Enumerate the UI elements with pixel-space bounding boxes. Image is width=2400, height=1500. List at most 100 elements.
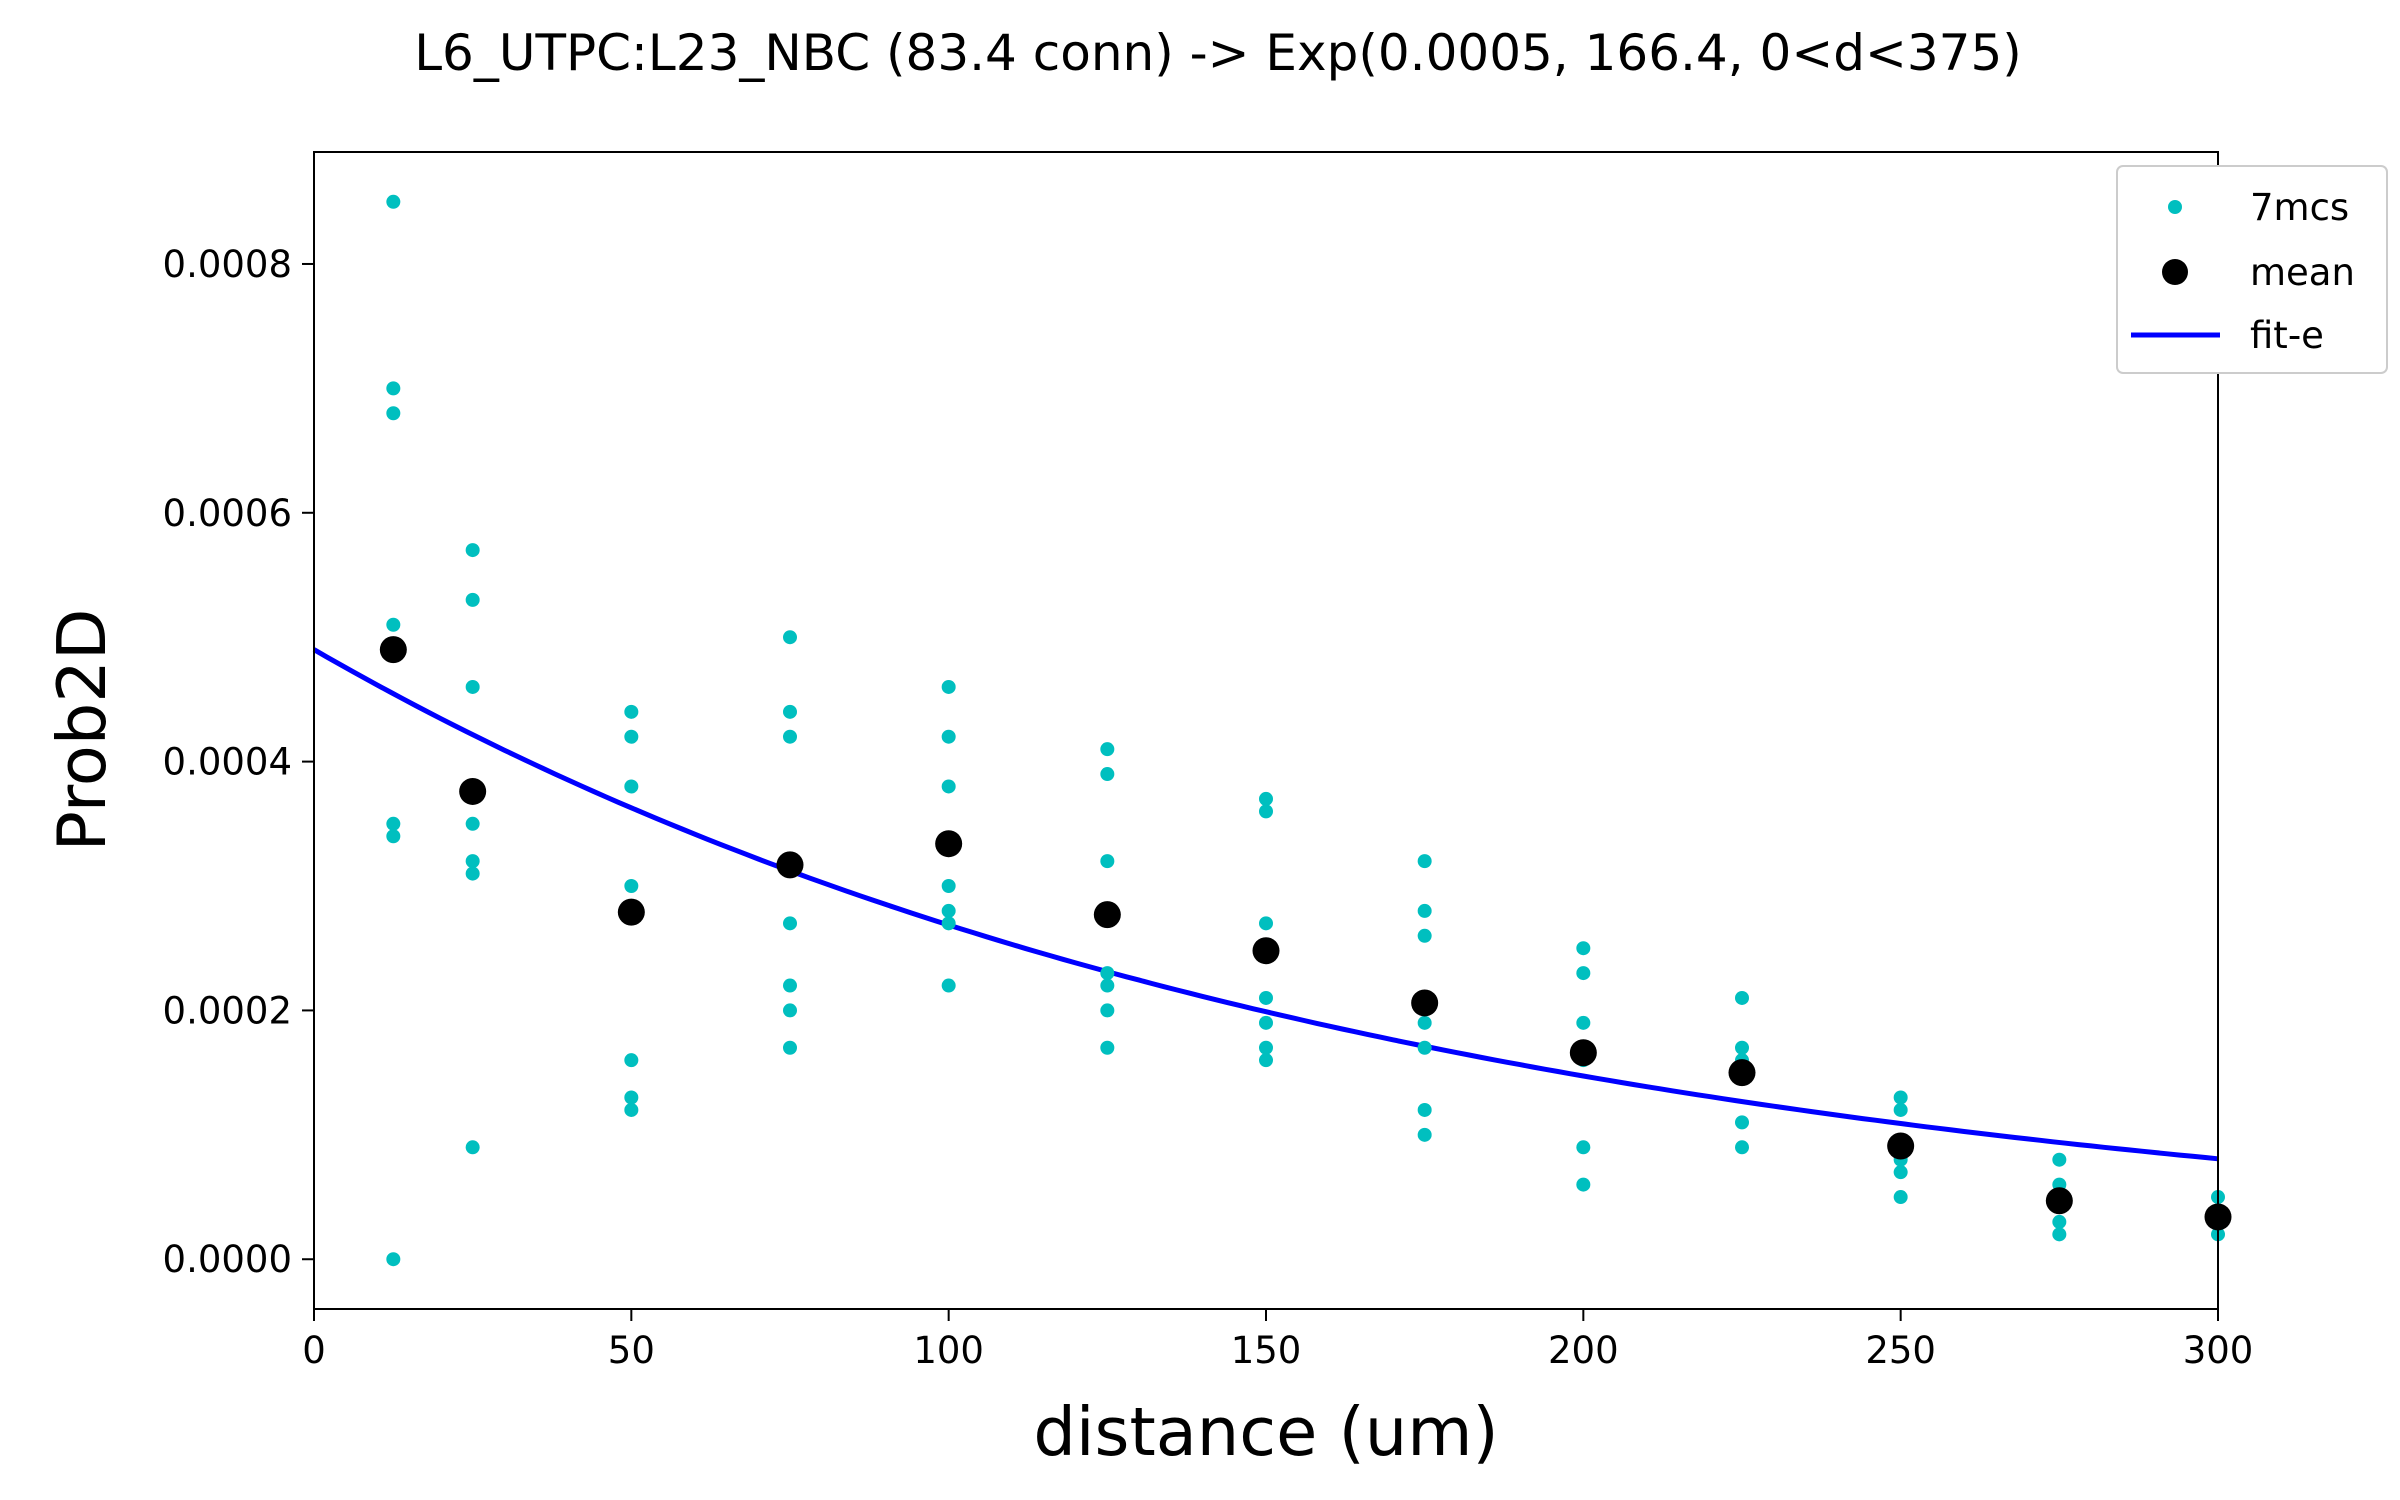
point-mean bbox=[379, 636, 407, 664]
point-7mcs bbox=[1735, 1040, 1749, 1055]
point-7mcs bbox=[465, 854, 480, 869]
y-tick-label: 0.0004 bbox=[163, 741, 292, 784]
x-tick-label: 0 bbox=[302, 1329, 326, 1372]
x-tick-label: 250 bbox=[1865, 1329, 1936, 1372]
point-mean bbox=[617, 898, 645, 926]
point-7mcs bbox=[1417, 1015, 1432, 1030]
point-7mcs bbox=[465, 592, 480, 607]
point-mean bbox=[1569, 1039, 1597, 1067]
point-7mcs bbox=[941, 916, 956, 931]
point-7mcs bbox=[1735, 990, 1749, 1005]
point-7mcs bbox=[1100, 1003, 1115, 1018]
point-7mcs bbox=[1259, 1040, 1273, 1055]
point-7mcs bbox=[1100, 966, 1115, 981]
point-7mcs bbox=[1417, 1127, 1432, 1142]
point-mean bbox=[1252, 937, 1280, 965]
point-7mcs bbox=[2052, 1214, 2067, 1229]
point-7mcs bbox=[386, 194, 401, 209]
point-mean bbox=[2045, 1187, 2073, 1215]
y-tick-label: 0.0006 bbox=[163, 492, 292, 535]
point-7mcs bbox=[1259, 916, 1273, 931]
point-7mcs bbox=[783, 729, 797, 744]
point-mean bbox=[1093, 901, 1121, 929]
point-7mcs bbox=[1100, 1040, 1115, 1055]
point-7mcs bbox=[1576, 1015, 1591, 1030]
point-7mcs bbox=[1893, 1190, 1908, 1205]
plot-area bbox=[314, 152, 2218, 1309]
point-7mcs bbox=[1417, 1102, 1432, 1117]
point-7mcs bbox=[624, 729, 639, 744]
legend-marker-7mcs bbox=[2168, 200, 2182, 214]
x-tick-label: 50 bbox=[608, 1329, 655, 1372]
point-7mcs bbox=[624, 704, 639, 719]
y-tick-label: 0.0008 bbox=[163, 243, 292, 286]
point-mean bbox=[1887, 1132, 1915, 1160]
point-7mcs bbox=[1417, 928, 1432, 943]
point-7mcs bbox=[1100, 767, 1115, 782]
point-7mcs bbox=[941, 879, 956, 894]
x-axis: 0 50 100 150 200 250 300 bbox=[302, 1309, 2253, 1372]
point-7mcs bbox=[386, 406, 401, 421]
point-7mcs bbox=[1259, 1015, 1273, 1030]
point-7mcs bbox=[2052, 1227, 2067, 1242]
point-7mcs bbox=[386, 829, 401, 844]
x-tick-label: 200 bbox=[1548, 1329, 1619, 1372]
point-7mcs bbox=[1735, 1140, 1749, 1155]
point-7mcs bbox=[386, 381, 401, 396]
point-7mcs bbox=[941, 779, 956, 794]
point-7mcs bbox=[1417, 1040, 1432, 1055]
x-tick-label: 300 bbox=[2183, 1329, 2254, 1372]
point-7mcs bbox=[465, 543, 480, 558]
point-mean bbox=[935, 830, 963, 858]
point-7mcs bbox=[1893, 1090, 1908, 1105]
point-7mcs bbox=[783, 1003, 797, 1018]
point-7mcs bbox=[465, 816, 480, 831]
x-tick-label: 150 bbox=[1231, 1329, 1302, 1372]
point-7mcs bbox=[1576, 1177, 1591, 1192]
point-mean bbox=[1728, 1059, 1756, 1087]
point-7mcs bbox=[386, 1252, 401, 1267]
point-7mcs bbox=[941, 679, 956, 694]
point-7mcs bbox=[1576, 966, 1591, 981]
legend-label-mean: mean bbox=[2250, 251, 2355, 294]
point-7mcs bbox=[624, 779, 639, 794]
point-mean bbox=[1411, 989, 1439, 1017]
point-7mcs bbox=[783, 704, 797, 719]
point-7mcs bbox=[783, 978, 797, 993]
point-7mcs bbox=[1576, 1140, 1591, 1155]
point-7mcs bbox=[386, 816, 401, 831]
point-7mcs bbox=[1259, 804, 1273, 819]
point-7mcs bbox=[1893, 1165, 1908, 1180]
legend-label-fit-e: fit-e bbox=[2250, 314, 2324, 357]
point-7mcs bbox=[2052, 1152, 2067, 1167]
legend: 7mcs mean fit-e bbox=[2116, 165, 2388, 374]
point-7mcs bbox=[1259, 791, 1273, 806]
mean-layer bbox=[379, 636, 2232, 1231]
point-7mcs bbox=[1417, 903, 1432, 918]
y-tick-label: 0.0000 bbox=[163, 1238, 292, 1281]
point-7mcs bbox=[1259, 990, 1273, 1005]
fit-layer bbox=[312, 647, 2219, 1162]
point-7mcs bbox=[624, 1053, 639, 1068]
point-mean bbox=[459, 777, 487, 805]
point-7mcs bbox=[624, 1102, 639, 1117]
point-7mcs bbox=[1576, 941, 1591, 956]
point-7mcs bbox=[1100, 742, 1115, 757]
legend-marker-mean bbox=[2162, 259, 2188, 285]
point-7mcs bbox=[624, 1090, 639, 1105]
point-7mcs bbox=[1417, 854, 1432, 869]
point-7mcs bbox=[941, 978, 956, 993]
y-axis-label: Prob2D bbox=[43, 608, 121, 851]
point-7mcs bbox=[1259, 1053, 1273, 1068]
x-axis-label: distance (um) bbox=[1033, 1393, 1498, 1471]
fit-e-line bbox=[312, 647, 2219, 1162]
point-7mcs bbox=[941, 729, 956, 744]
point-7mcs bbox=[465, 679, 480, 694]
point-7mcs bbox=[783, 916, 797, 931]
y-tick-label: 0.0002 bbox=[163, 989, 292, 1032]
point-7mcs bbox=[783, 630, 797, 645]
point-7mcs bbox=[465, 866, 480, 881]
point-7mcs bbox=[624, 879, 639, 894]
legend-label-7mcs: 7mcs bbox=[2250, 186, 2349, 229]
